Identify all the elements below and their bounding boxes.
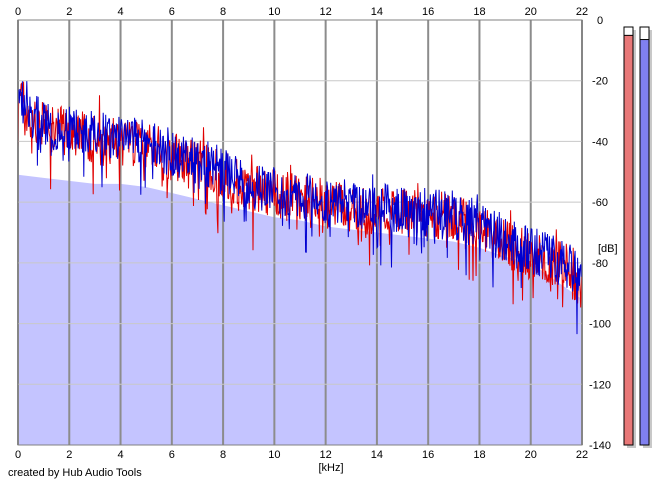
y-tick-label: -20 [592,76,608,88]
series-line-2 [17,81,583,335]
spectrum-fill-area [18,174,582,446]
y-tick-label: -60 [592,197,608,209]
series-line-1 [17,81,583,308]
x-tick-label-bottom: 22 [576,449,588,461]
y-tick-label: -80 [592,258,608,270]
x-tick-label-top: 20 [525,6,537,18]
y-tick-label: -100 [589,319,611,331]
plot-frame [17,19,583,446]
x-tick-label-top: 6 [169,6,175,18]
x-tick-label-top: 16 [422,6,434,18]
x-tick-label-top: 22 [576,6,588,18]
y-tick-label: -120 [589,379,611,391]
x-axis-label: [kHz] [318,462,343,474]
x-tick-label-top: 2 [66,6,72,18]
x-tick-label-top: 14 [371,6,383,18]
x-tick-label-bottom: 18 [473,449,485,461]
x-tick-label-top: 10 [268,6,280,18]
x-tick-label-top: 0 [15,6,21,18]
x-tick-label-bottom: 16 [422,449,434,461]
y-axis-label: [dB] [598,243,618,255]
y-tick-label: -40 [592,136,608,148]
x-tick-label-bottom: 4 [117,449,123,461]
x-tick-label-top: 8 [220,6,226,18]
x-tick-label-bottom: 8 [220,449,226,461]
y-tick-label: -140 [589,440,611,452]
y-tick-label: 0 [597,15,603,27]
x-tick-label-top: 18 [473,6,485,18]
x-tick-label-top: 4 [117,6,123,18]
x-tick-label-bottom: 14 [371,449,383,461]
x-tick-label-bottom: 12 [320,449,332,461]
x-tick-label-bottom: 20 [525,449,537,461]
x-tick-label-bottom: 10 [268,449,280,461]
x-tick-label-bottom: 6 [169,449,175,461]
x-tick-label-bottom: 0 [15,449,21,461]
x-tick-label-top: 12 [320,6,332,18]
credit-text: created by Hub Audio Tools [8,467,142,479]
x-tick-label-bottom: 2 [66,449,72,461]
level-meter-fill-1 [623,34,634,446]
level-meter-fill-2 [639,39,650,446]
